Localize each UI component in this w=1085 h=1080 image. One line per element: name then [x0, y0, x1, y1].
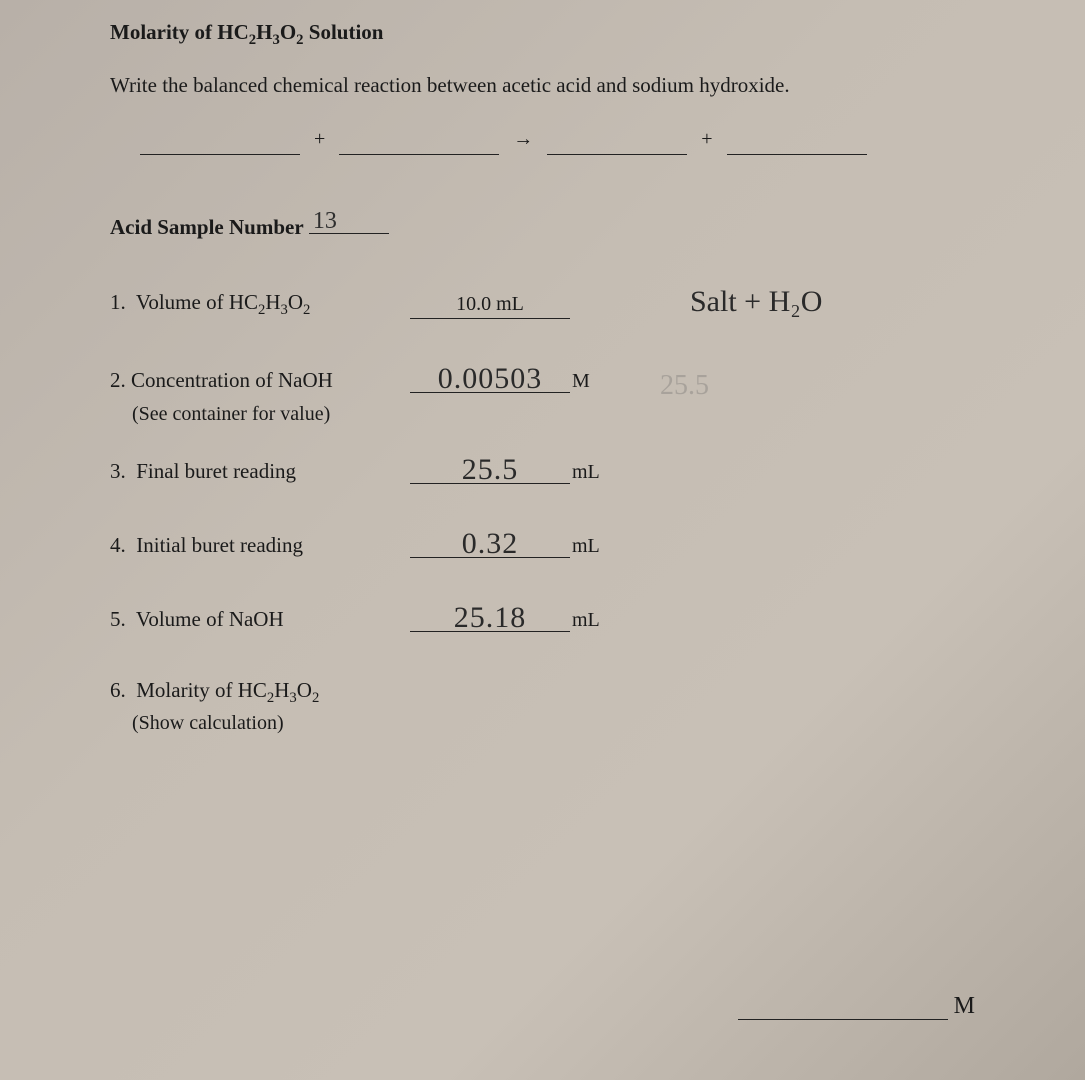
- prompt-text: Write the balanced chemical reaction bet…: [110, 73, 985, 98]
- sub: 2: [312, 691, 319, 707]
- row-label: 2. Concentration of NaOH: [110, 368, 410, 393]
- row-final-buret: 3. Final buret reading 25.5 mL: [110, 456, 985, 484]
- value-wrap: 0.32 mL: [410, 530, 600, 558]
- sample-number-value: 13: [313, 208, 337, 235]
- title-text: Solution: [304, 20, 384, 44]
- value-blank[interactable]: 10.0 mL: [410, 291, 570, 319]
- handwritten-note-faint: 25.5: [660, 370, 709, 402]
- sub: 2: [303, 302, 310, 318]
- row-label: 5. Volume of NaOH: [110, 607, 410, 632]
- handwritten-note-salt: Salt + H₂O: [690, 285, 822, 319]
- handwritten-value: 0.32: [410, 527, 570, 561]
- row-molarity-acid: 6. Molarity of HC2H3O2: [110, 678, 985, 707]
- arrow-symbol: →: [513, 128, 533, 155]
- plus-symbol: +: [701, 128, 712, 155]
- sub: 3: [281, 302, 288, 318]
- row-text: Volume of NaOH: [136, 607, 284, 631]
- unit: mL: [572, 535, 600, 558]
- unit: M: [572, 370, 590, 393]
- reactant-2-blank[interactable]: [339, 133, 499, 155]
- row-subnote: (Show calculation): [132, 712, 985, 735]
- row-num: 2.: [110, 368, 126, 392]
- worksheet-page: Molarity of HC2H3O2 Solution Write the b…: [0, 0, 1085, 1080]
- row-volume-naoh: 5. Volume of NaOH 25.18 mL: [110, 604, 985, 632]
- sub: 3: [289, 691, 296, 707]
- result-row: M: [738, 993, 975, 1020]
- row-text: O: [288, 290, 303, 314]
- product-1-blank[interactable]: [547, 133, 687, 155]
- row-label: 4. Initial buret reading: [110, 533, 410, 558]
- reactant-1-blank[interactable]: [140, 133, 300, 155]
- row-num: 1.: [110, 290, 126, 314]
- row-text: Volume of HC: [136, 290, 258, 314]
- title-text: H: [256, 20, 272, 44]
- section-title: Molarity of HC2H3O2 Solution: [110, 20, 985, 49]
- row-num: 5.: [110, 607, 126, 631]
- row-num: 4.: [110, 533, 126, 557]
- handwritten-value: 25.5: [410, 453, 570, 487]
- value-blank[interactable]: 0.32: [410, 530, 570, 558]
- row-conc-naoh: 2. Concentration of NaOH 0.00503 M: [110, 365, 985, 393]
- plus-symbol: +: [314, 128, 325, 155]
- sample-label: Acid Sample Number: [110, 215, 304, 239]
- result-unit: M: [954, 993, 975, 1020]
- equation-row: + → +: [140, 128, 985, 155]
- row-text: Initial buret reading: [136, 533, 303, 557]
- row-text: H: [265, 290, 280, 314]
- value-wrap: 10.0 mL: [410, 291, 570, 319]
- row-num: 6.: [110, 678, 126, 702]
- row-label: 1. Volume of HC2H3O2: [110, 290, 410, 319]
- row-text: Concentration of NaOH: [131, 368, 333, 392]
- sub: 2: [296, 32, 303, 48]
- row-text: Final buret reading: [136, 459, 296, 483]
- row-label: 6. Molarity of HC2H3O2: [110, 678, 410, 707]
- value-blank[interactable]: 0.00503: [410, 365, 570, 393]
- handwritten-value: 25.18: [410, 601, 570, 635]
- product-2-blank[interactable]: [727, 133, 867, 155]
- row-text: H: [274, 678, 289, 702]
- handwritten-value: 0.00503: [410, 362, 570, 396]
- sample-number-blank[interactable]: 13: [309, 233, 389, 234]
- row-text: O: [297, 678, 312, 702]
- sub: 3: [272, 32, 279, 48]
- value-blank[interactable]: 25.18: [410, 604, 570, 632]
- sample-number-row: Acid Sample Number 13: [110, 215, 985, 240]
- value-wrap: 0.00503 M: [410, 365, 590, 393]
- title-text: O: [280, 20, 296, 44]
- printed-value: 10.0 mL: [410, 293, 570, 316]
- unit: mL: [572, 609, 600, 632]
- result-blank[interactable]: [738, 996, 948, 1020]
- row-subnote: (See container for value): [132, 403, 985, 426]
- title-text: Molarity of HC: [110, 20, 249, 44]
- row-label: 3. Final buret reading: [110, 459, 410, 484]
- row-num: 3.: [110, 459, 126, 483]
- row-volume-acid: 1. Volume of HC2H3O2 10.0 mL: [110, 290, 985, 319]
- value-blank[interactable]: 25.5: [410, 456, 570, 484]
- value-wrap: 25.18 mL: [410, 604, 600, 632]
- unit: mL: [572, 461, 600, 484]
- row-text: Molarity of HC: [136, 678, 267, 702]
- value-wrap: 25.5 mL: [410, 456, 600, 484]
- row-initial-buret: 4. Initial buret reading 0.32 mL: [110, 530, 985, 558]
